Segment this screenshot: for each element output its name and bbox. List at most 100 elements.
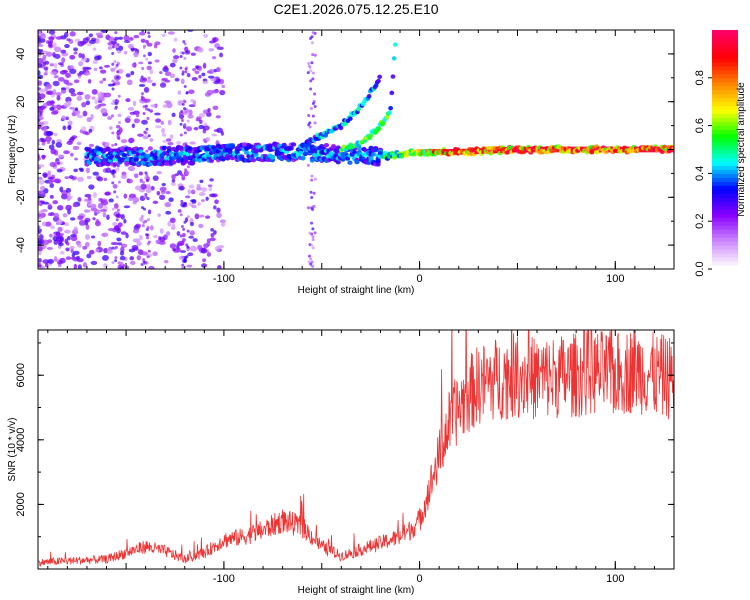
noise-cell xyxy=(120,231,127,235)
streak-cell xyxy=(306,71,310,75)
streak-cell xyxy=(182,107,186,111)
spectrogram-y-tick-label: -40 xyxy=(15,237,27,253)
ridge-core-cell xyxy=(509,146,513,153)
ridge-cell xyxy=(373,147,379,153)
streak-cell xyxy=(147,249,151,253)
noise-cell xyxy=(208,69,215,75)
noise-cell xyxy=(76,258,84,263)
noise-cell xyxy=(132,238,140,243)
noise-cell xyxy=(128,37,134,41)
colorbar-band xyxy=(712,61,738,67)
colorbar-band xyxy=(712,165,738,170)
streak-cell xyxy=(311,102,315,106)
noise-cell xyxy=(99,103,107,107)
colorbar-tick-label: 0.6 xyxy=(694,118,706,133)
ridge-cell xyxy=(112,162,118,167)
noise-cell xyxy=(144,98,151,103)
streak-cell xyxy=(182,227,186,231)
noise-cell xyxy=(38,70,41,76)
streak-cell xyxy=(181,102,185,106)
noise-cell xyxy=(132,100,137,107)
noise-cell xyxy=(200,263,208,268)
noise-cell xyxy=(82,262,88,268)
streak-cell xyxy=(181,266,185,269)
ridge-core-cell xyxy=(474,148,477,155)
noise-cell xyxy=(55,92,62,96)
noise-cell xyxy=(120,243,128,248)
streak-cell xyxy=(116,75,120,79)
noise-cell xyxy=(103,263,108,269)
noise-cell xyxy=(124,265,130,269)
streak-cell xyxy=(142,45,146,49)
noise-cell xyxy=(130,70,135,76)
streak-cell xyxy=(115,210,119,214)
noise-cell xyxy=(126,115,131,119)
streak-cell xyxy=(145,127,149,131)
streak-cell xyxy=(146,178,150,182)
noise-cell xyxy=(135,223,142,229)
noise-cell xyxy=(47,203,52,209)
streak-cell xyxy=(311,227,315,231)
streak-cell xyxy=(147,35,151,39)
noise-cell xyxy=(106,248,113,254)
streak-cell xyxy=(114,107,118,111)
noise-cell xyxy=(102,211,107,218)
streak-cell xyxy=(140,214,144,218)
ridge-cell xyxy=(251,157,257,163)
noise-cell xyxy=(104,64,111,68)
streak-cell xyxy=(179,66,183,70)
colorbar-band xyxy=(712,37,738,43)
noise-cell xyxy=(90,260,98,265)
noise-cell xyxy=(207,108,211,113)
streak-cell xyxy=(114,45,118,49)
spectrogram-y-tick-label: -20 xyxy=(15,189,27,205)
noise-cell xyxy=(186,264,193,268)
ridge-cell xyxy=(145,153,151,159)
ridge-core-cell xyxy=(589,146,592,153)
streak-cell xyxy=(181,177,185,181)
noise-cell xyxy=(43,66,49,71)
noise-cell xyxy=(84,193,92,198)
noise-cell xyxy=(198,223,204,229)
colorbar-band xyxy=(712,173,738,178)
noise-cell xyxy=(69,31,76,37)
streak-cell xyxy=(112,169,116,173)
ridge-core-cell xyxy=(507,147,510,153)
noise-cell xyxy=(88,184,95,190)
streak-cell xyxy=(114,31,118,35)
streak-cell xyxy=(182,40,186,44)
colorbar-band xyxy=(712,121,738,127)
streak-cell xyxy=(142,180,146,184)
noise-cell xyxy=(125,73,131,78)
streak-cell xyxy=(117,208,121,212)
ridge-cell xyxy=(189,160,196,166)
noise-cell xyxy=(216,212,222,219)
streak-cell xyxy=(309,87,313,91)
streak-cell xyxy=(306,206,310,210)
streak-cell xyxy=(142,252,146,256)
noise-cell xyxy=(207,75,215,79)
streak-cell xyxy=(145,107,149,111)
noise-cell xyxy=(46,90,54,95)
noise-cell xyxy=(211,56,217,60)
snr-y-tick-label: 6000 xyxy=(15,363,27,387)
noise-cell xyxy=(213,80,220,85)
streak-cell xyxy=(179,133,183,137)
noise-cell xyxy=(85,100,91,106)
noise-cell xyxy=(159,82,167,88)
noise-cell xyxy=(196,186,202,191)
ridge-cell xyxy=(354,159,360,165)
streak-cell xyxy=(144,104,148,108)
noise-cell xyxy=(82,130,89,135)
colorbar-band xyxy=(712,153,738,158)
streak-cell xyxy=(147,240,151,244)
streak-cell xyxy=(110,114,114,118)
noise-cell xyxy=(156,170,162,175)
noise-cell xyxy=(147,51,152,57)
noise-cell xyxy=(201,72,206,77)
streak-cell xyxy=(112,175,116,179)
streak-cell xyxy=(142,80,146,84)
noise-cell xyxy=(53,62,58,69)
noise-cell xyxy=(201,199,205,203)
colorbar-band xyxy=(712,133,738,139)
